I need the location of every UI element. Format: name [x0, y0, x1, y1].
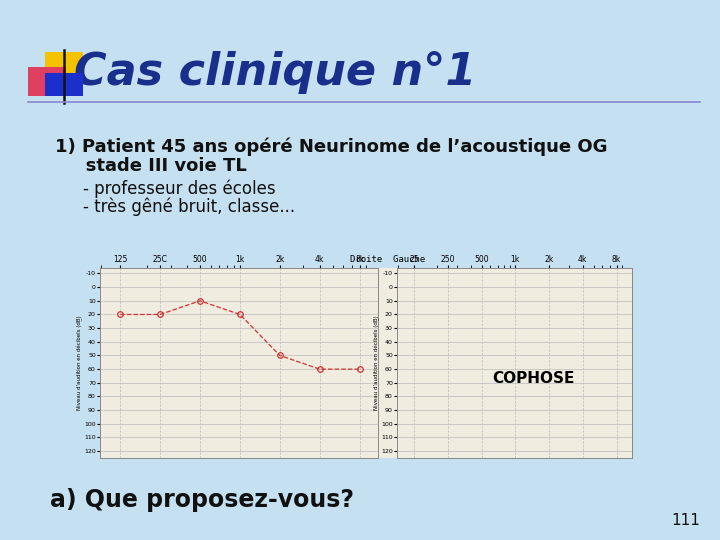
Text: - professeur des écoles: - professeur des écoles — [83, 179, 276, 198]
Bar — [45, 52, 83, 90]
Text: 111: 111 — [671, 513, 700, 528]
Text: - très gêné bruit, classe...: - très gêné bruit, classe... — [83, 198, 295, 217]
Y-axis label: Niveau d'audition en décibels (dB̲): Niveau d'audition en décibels (dB̲) — [374, 316, 379, 410]
Text: a) Que proposez-vous?: a) Que proposez-vous? — [50, 488, 354, 512]
Y-axis label: Niveau d'audition en décibels (dB̲): Niveau d'audition en décibels (dB̲) — [76, 316, 83, 410]
Text: Cas clinique n°1: Cas clinique n°1 — [74, 51, 477, 94]
Text: COPHOSE: COPHOSE — [492, 370, 575, 386]
Text: 1) Patient 45 ans opéré Neurinome de l’acoustique OG: 1) Patient 45 ans opéré Neurinome de l’a… — [55, 138, 608, 157]
Text: stade III voie TL: stade III voie TL — [67, 157, 247, 175]
Bar — [45, 73, 83, 96]
Bar — [28, 67, 66, 96]
Text: Droite  Gauche: Droite Gauche — [350, 255, 425, 264]
Bar — [378, 268, 397, 458]
